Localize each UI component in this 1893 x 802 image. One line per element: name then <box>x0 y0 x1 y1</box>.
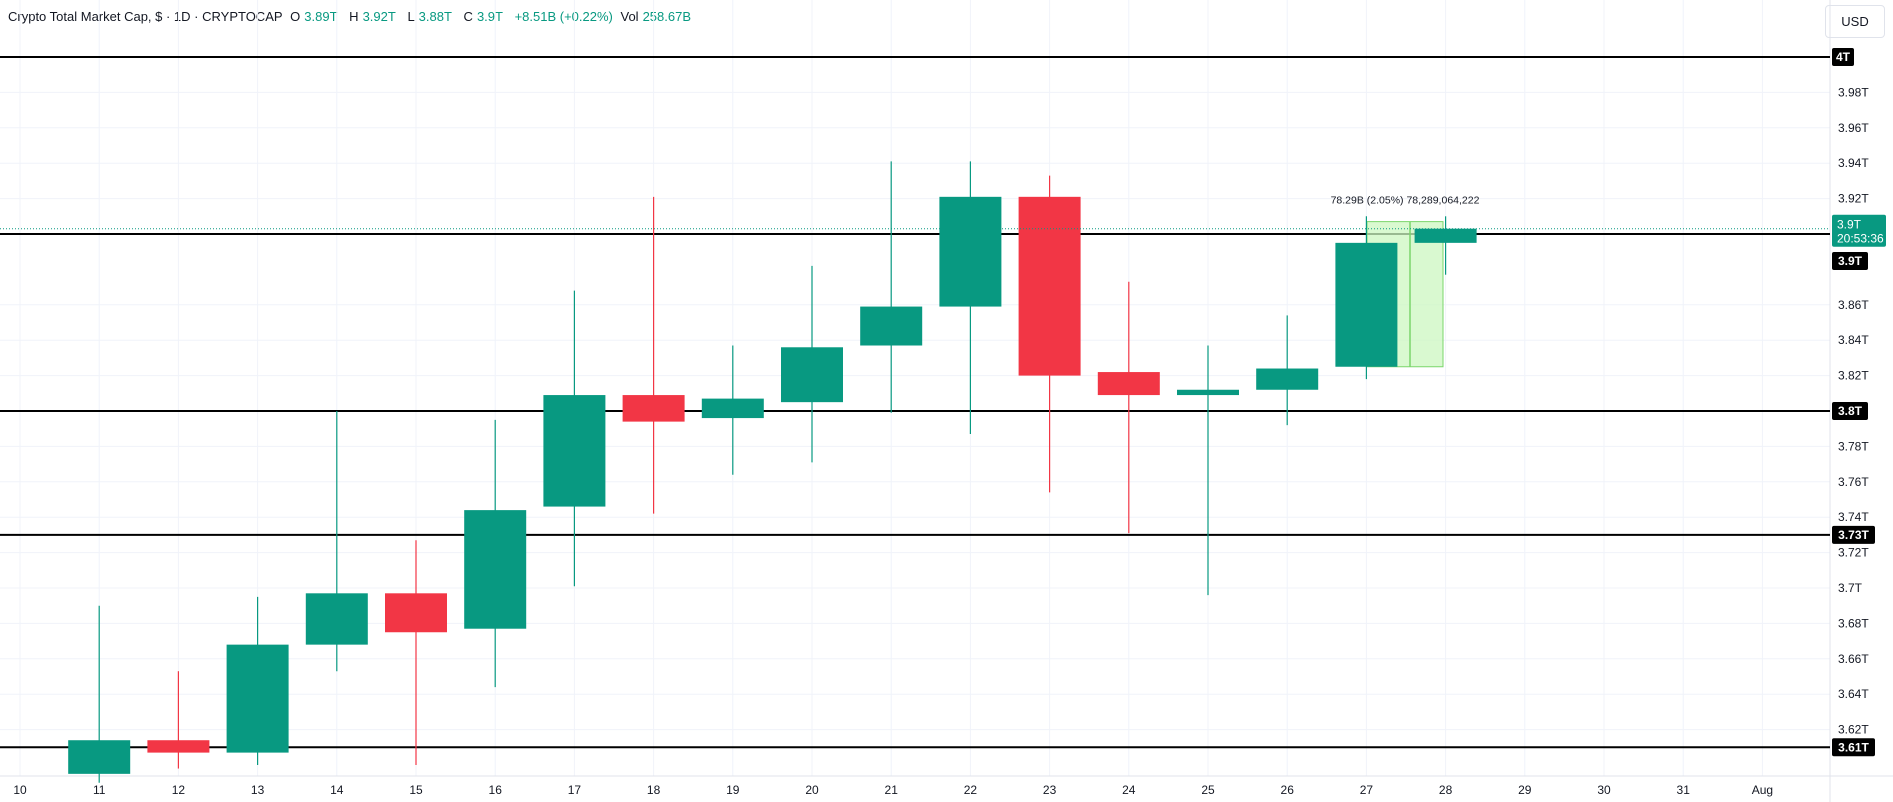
level-price-tag-label: 4T <box>1836 50 1851 64</box>
low-label: L <box>407 9 415 24</box>
candle-body <box>622 395 685 422</box>
candle-body <box>385 593 447 633</box>
time-tick-label: 25 <box>1201 783 1215 797</box>
open-value: 3.89T <box>304 9 338 24</box>
time-tick-label: 19 <box>726 783 740 797</box>
candle-body <box>939 196 1002 307</box>
time-tick-label: 26 <box>1281 783 1295 797</box>
price-tick-label: 3.96T <box>1838 121 1869 135</box>
candle-body <box>1414 228 1477 243</box>
level-price-tag-label: 3.61T <box>1838 740 1869 754</box>
price-tick-label: 3.74T <box>1838 510 1869 524</box>
time-tick-label: Aug <box>1752 783 1773 797</box>
candle-body <box>226 644 289 753</box>
price-tick-label: 3.86T <box>1838 298 1869 312</box>
close-value: 3.9T <box>476 9 503 24</box>
price-tick-label: 3.94T <box>1838 156 1869 170</box>
low-value: 3.88T <box>418 9 452 24</box>
time-tick-label: 28 <box>1439 783 1453 797</box>
price-tick-label: 3.68T <box>1838 616 1869 630</box>
level-price-tag <box>1832 48 1854 66</box>
time-tick-label: 13 <box>251 783 265 797</box>
price-tick-label: 3.76T <box>1838 475 1869 489</box>
price-tick-label: 3.64T <box>1838 687 1869 701</box>
price-tick-label: 3.62T <box>1838 723 1869 737</box>
time-tick-label: 27 <box>1360 783 1374 797</box>
price-range-label: 78.29B (2.05%) 78,289,064,222 <box>1331 195 1480 207</box>
symbol-name[interactable]: Crypto Total Market Cap, $ · 1D · CRYPTO… <box>8 9 283 24</box>
candle-body <box>1018 196 1081 376</box>
candle-body <box>781 347 843 403</box>
price-tick-label: 3.82T <box>1838 369 1869 383</box>
currency-button[interactable]: USD <box>1825 5 1885 38</box>
last-price-countdown: 20:53:36 <box>1837 232 1884 246</box>
time-tick-label: 21 <box>885 783 899 797</box>
time-tick-label: 11 <box>93 783 106 797</box>
time-tick-label: 10 <box>13 783 27 797</box>
change-value: +8.51B (+0.22%) <box>514 9 613 24</box>
price-tick-label: 3.84T <box>1838 333 1869 347</box>
volume-label: Vol <box>620 9 639 24</box>
time-tick-label: 14 <box>330 783 344 797</box>
time-tick-label: 12 <box>172 783 186 797</box>
level-price-tag <box>1832 738 1875 757</box>
time-tick-label: 18 <box>647 783 661 797</box>
high-value: 3.92T <box>362 9 396 24</box>
time-tick-label: 15 <box>409 783 423 797</box>
symbol-legend: Crypto Total Market Cap, $ · 1D · CRYPTO… <box>8 9 699 24</box>
price-tick-label: 3.78T <box>1838 439 1869 453</box>
time-tick-label: 31 <box>1677 783 1691 797</box>
candle-body <box>860 306 923 346</box>
time-tick-label: 30 <box>1597 783 1611 797</box>
price-tick-label: 3.7T <box>1838 581 1863 595</box>
level-price-tag-label: 3.8T <box>1838 404 1863 418</box>
level-price-tag-label: 3.73T <box>1838 528 1869 542</box>
time-tick-label: 16 <box>489 783 503 797</box>
time-tick-label: 22 <box>964 783 978 797</box>
time-tick-label: 17 <box>568 783 582 797</box>
candle-body <box>1097 372 1160 396</box>
candle-body <box>1177 389 1239 396</box>
candle-body <box>1335 242 1398 367</box>
candle-body <box>147 740 210 753</box>
time-tick-label: 24 <box>1122 783 1136 797</box>
high-label: H <box>349 9 359 24</box>
candle-body <box>68 740 131 774</box>
candle-body <box>701 398 764 419</box>
candle-body <box>543 395 606 507</box>
time-tick-label: 29 <box>1518 783 1532 797</box>
volume-value: 258.67B <box>642 9 692 24</box>
time-tick-label: 23 <box>1043 783 1057 797</box>
price-tick-label: 3.98T <box>1838 85 1869 99</box>
price-tick-label: 3.66T <box>1838 652 1869 666</box>
candle-body <box>305 593 368 645</box>
close-label: C <box>463 9 473 24</box>
last-price-tag <box>1832 214 1886 247</box>
level-price-tag <box>1832 402 1868 420</box>
level-price-tag <box>1832 525 1875 544</box>
price-tick-label: 3.72T <box>1838 546 1869 560</box>
last-price-tag-value: 3.9T <box>1837 218 1862 232</box>
candle-body <box>1256 368 1319 390</box>
candle-body <box>464 510 527 629</box>
level-price-tag <box>1832 252 1868 270</box>
time-tick-label: 20 <box>805 783 819 797</box>
price-tick-label: 3.92T <box>1838 192 1869 206</box>
level-price-tag-label: 3.9T <box>1838 254 1863 268</box>
open-label: O <box>290 9 301 24</box>
